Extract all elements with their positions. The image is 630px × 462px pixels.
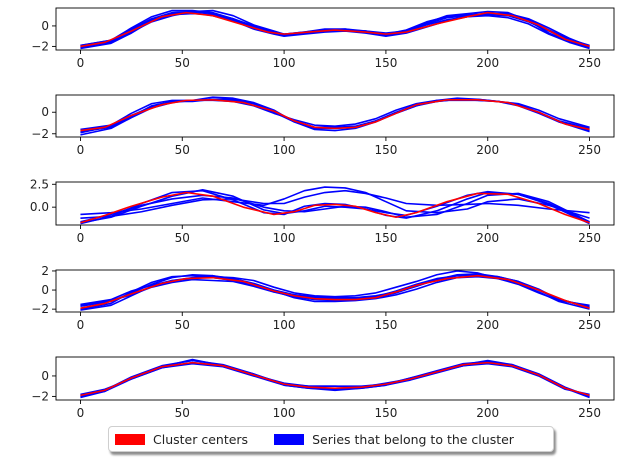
x-tick-label: 200: [476, 318, 499, 332]
cluster-member-line-2: [80, 192, 590, 223]
subplot-5: 0 50 100 150 200 250 −2 0: [31, 356, 615, 420]
x-tick-label: 250: [578, 56, 601, 70]
axes-frame: [55, 269, 615, 313]
x-tick-label: 200: [476, 231, 499, 245]
cluster-member-line-4: [80, 189, 590, 219]
y-tick-label: 0: [41, 105, 49, 119]
legend-label-members: Series that belong to the cluster: [312, 431, 514, 447]
x-tick-label: 50: [175, 318, 190, 332]
y-tick-label: −2: [31, 127, 49, 141]
legend-swatch-centers: [115, 433, 145, 445]
x-tick-label: 50: [175, 231, 190, 245]
x-tick-label: 0: [77, 56, 85, 70]
series-group: [80, 270, 590, 311]
subplot-3: 0 50 100 150 200 250 0.0 2.5: [30, 177, 615, 245]
legend-swatch-members: [274, 433, 305, 445]
axes-frame: [55, 181, 615, 226]
x-tick-label: 0: [77, 231, 85, 245]
series-group: [80, 358, 590, 399]
axes-frame: [55, 356, 615, 401]
cluster-center-line: [80, 274, 590, 309]
y-tick-label: 2.5: [30, 177, 49, 191]
legend-item-centers: Cluster centers: [115, 432, 248, 447]
x-tick-label: 0: [77, 406, 85, 420]
x-tick-label: 150: [374, 231, 397, 245]
cluster-center-line: [80, 361, 590, 397]
x-tick-label: 200: [476, 56, 499, 70]
x-tick-label: 250: [578, 406, 601, 420]
y-tick-label: −2: [31, 389, 49, 403]
subplot-1: 0 50 100 150 200 250 −2 0: [31, 7, 615, 70]
x-tick-label: 250: [578, 231, 601, 245]
x-tick-label: 0: [77, 318, 85, 332]
x-tick-label: 100: [273, 231, 296, 245]
x-tick-label: 150: [374, 143, 397, 157]
x-tick-label: 100: [273, 56, 296, 70]
axes-frame: [55, 7, 615, 51]
x-tick-label: 50: [175, 56, 190, 70]
cluster-center-line: [80, 191, 590, 224]
axes-frame: [55, 94, 615, 138]
subplot-4: 0 50 100 150 200 250 −2 0 2: [31, 264, 615, 332]
x-tick-label: 100: [273, 318, 296, 332]
x-tick-label: 100: [273, 143, 296, 157]
legend-label-centers: Cluster centers: [153, 431, 249, 447]
legend: Cluster centers Series that belong to th…: [108, 426, 554, 452]
cluster-center-line: [80, 99, 590, 132]
cluster-center-line: [80, 11, 590, 48]
series-group: [80, 9, 590, 50]
y-tick-label: 0: [41, 283, 49, 297]
y-tick-label: −2: [31, 302, 49, 316]
x-tick-label: 200: [476, 406, 499, 420]
subplot-2: 0 50 100 150 200 250 −2 0: [31, 94, 615, 157]
x-tick-label: 50: [175, 143, 190, 157]
x-tick-label: 100: [273, 406, 296, 420]
x-tick-label: 150: [374, 406, 397, 420]
x-tick-label: 250: [578, 143, 601, 157]
cluster-member-line-5: [80, 188, 590, 224]
x-tick-label: 150: [374, 56, 397, 70]
y-tick-label: 0: [41, 369, 49, 383]
cluster-member-line-4: [80, 11, 590, 50]
x-tick-label: 0: [77, 143, 85, 157]
legend-item-members: Series that belong to the cluster: [274, 432, 514, 447]
series-group: [80, 186, 590, 225]
x-tick-label: 150: [374, 318, 397, 332]
x-tick-label: 50: [175, 406, 190, 420]
series-group: [80, 96, 590, 136]
y-tick-label: 0.0: [30, 200, 49, 214]
x-tick-label: 250: [578, 318, 601, 332]
y-tick-label: 2: [41, 264, 49, 278]
y-tick-label: 0: [41, 19, 49, 33]
x-tick-label: 200: [476, 143, 499, 157]
y-tick-label: −2: [31, 39, 49, 53]
cluster-member-line-5: [80, 273, 590, 309]
